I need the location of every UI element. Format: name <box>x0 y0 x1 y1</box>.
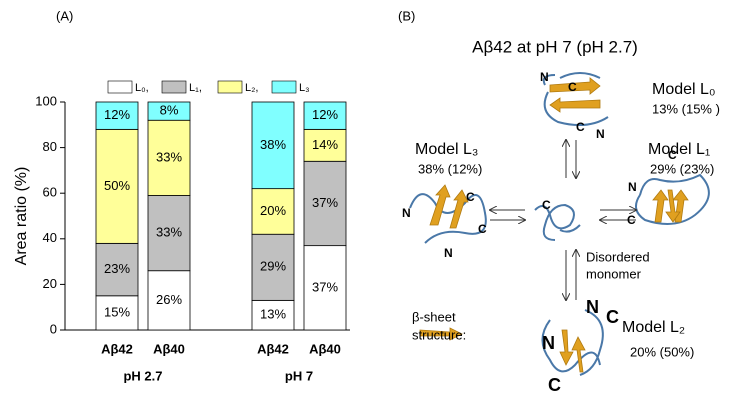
model-label: Model L₃ <box>415 141 478 158</box>
terminus-label: C <box>668 148 677 162</box>
model-ratio: 38% (12%) <box>418 161 482 176</box>
bar-segment <box>303 160 347 247</box>
legend-swatch <box>161 80 187 94</box>
data-label: 12% <box>312 107 338 122</box>
panel-label: (B) <box>398 8 415 23</box>
terminus-label: N <box>586 297 599 317</box>
legend-label: L₀, <box>135 82 149 94</box>
bar-segment <box>95 242 139 297</box>
bar-segment <box>251 188 295 235</box>
bar-segment <box>251 101 295 190</box>
data-label: 33% <box>156 149 182 164</box>
y-tick-label: 60 <box>43 185 57 200</box>
terminus-label: N <box>540 70 549 84</box>
legend-label: L₂, <box>245 82 258 94</box>
x-tick-label: Aβ40 <box>309 341 341 356</box>
terminus-label: N <box>402 206 411 220</box>
terminus-label: C <box>548 375 561 395</box>
y-tick-label: 20 <box>43 276 57 291</box>
bar-segment <box>147 101 191 121</box>
data-label: 23% <box>104 261 130 276</box>
data-label: 38% <box>260 137 286 152</box>
data-label: 14% <box>312 137 338 152</box>
legend-swatch <box>271 80 297 94</box>
bar-segment <box>303 101 347 130</box>
diagram-title: Aβ42 at pH 7 (pH 2.7) <box>472 37 638 56</box>
model-label: Model L₀ <box>652 81 716 98</box>
terminus-label: C <box>576 120 585 134</box>
y-tick-label: 40 <box>43 230 57 245</box>
data-label: 37% <box>312 279 338 294</box>
y-axis-label: Area ratio (%) <box>13 167 30 266</box>
data-label: 13% <box>260 307 286 322</box>
legend-label: L₃ <box>299 82 310 94</box>
bar-segment <box>95 295 139 331</box>
bar-segment <box>147 195 191 272</box>
data-label: 37% <box>312 195 338 210</box>
model-ratio: 29% (23%) <box>650 161 714 176</box>
model-ratio: 20% (50%) <box>630 344 694 359</box>
terminus-label: N <box>542 333 555 353</box>
y-tick-label: 0 <box>50 321 57 336</box>
terminus-label: C <box>568 80 577 94</box>
panel-label: (A) <box>56 8 73 23</box>
legend-swatch <box>217 80 243 94</box>
monomer-label: monomer <box>586 266 642 281</box>
data-label: 12% <box>104 107 130 122</box>
bar-segment <box>147 270 191 331</box>
terminus-label: N <box>628 180 637 194</box>
data-label: 26% <box>156 292 182 307</box>
legend-label: L₁, <box>189 82 202 94</box>
legend-swatch <box>107 80 133 94</box>
arrows <box>490 140 636 300</box>
model-label: Model L₂ <box>622 319 685 336</box>
group-label: pH 7 <box>285 368 313 383</box>
terminus-label: N <box>444 246 453 260</box>
terminus-label: C <box>627 213 636 227</box>
y-tick-label: 80 <box>43 139 57 154</box>
bar-segment <box>251 233 295 301</box>
model-ratio: 13% (15% ) <box>652 101 720 116</box>
data-label: 20% <box>260 203 286 218</box>
bar-segment <box>95 101 139 130</box>
monomer-label: Disordered <box>586 249 650 264</box>
protein-drawings <box>409 72 710 376</box>
terminus-label: C <box>466 190 475 204</box>
x-tick-label: Aβ40 <box>153 341 185 356</box>
data-label: 15% <box>104 304 130 319</box>
group-label: pH 2.7 <box>123 368 162 383</box>
legend-label: β-sheet <box>412 309 456 324</box>
terminus-label: C <box>542 198 551 212</box>
data-label: 50% <box>104 178 130 193</box>
model-label: Model L₁ <box>648 141 710 158</box>
terminus-label: C <box>606 307 619 327</box>
bar-segment <box>303 128 347 162</box>
terminus-label: C <box>478 222 487 236</box>
x-tick-label: Aβ42 <box>101 341 133 356</box>
data-label: 8% <box>160 103 179 118</box>
data-label: 29% <box>260 259 286 274</box>
legend-label: structure: <box>412 327 466 342</box>
y-tick-label: 100 <box>35 93 57 108</box>
x-tick-label: Aβ42 <box>257 341 289 356</box>
terminus-label: N <box>596 127 605 141</box>
data-label: 33% <box>156 225 182 240</box>
bar-segment <box>303 245 347 331</box>
